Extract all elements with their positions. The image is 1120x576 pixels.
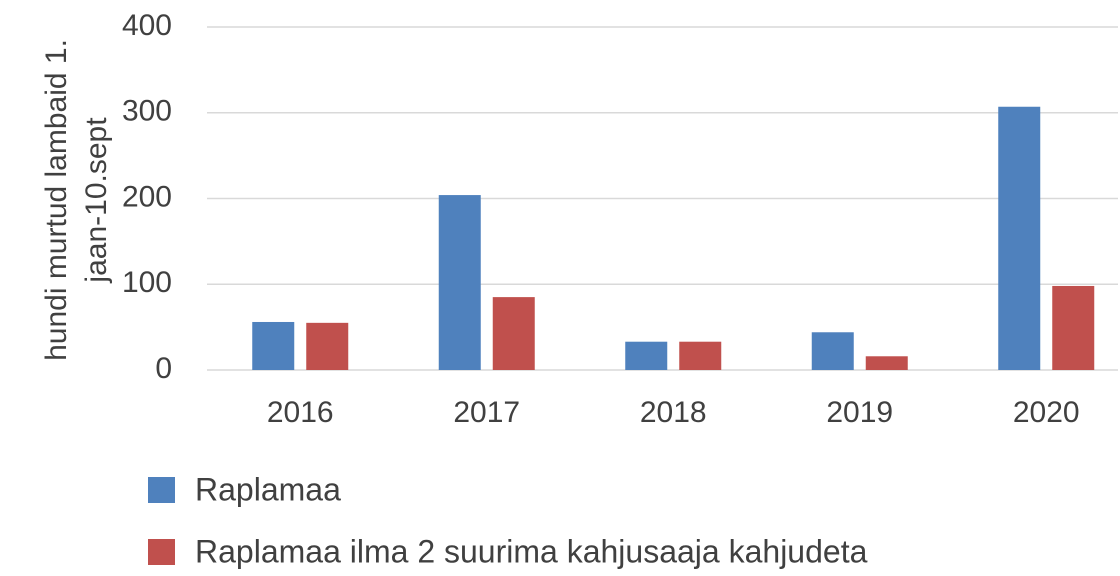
legend-label: Raplamaa [195, 471, 341, 507]
x-tick-label: 2019 [826, 396, 893, 429]
bar [492, 297, 535, 370]
bar [811, 332, 854, 370]
y-axis-label: hundi murtud lambaid 1. [40, 39, 73, 361]
x-tick-label: 2016 [267, 396, 334, 429]
y-tick-label: 400 [122, 9, 172, 42]
y-tick-label: 200 [122, 180, 172, 213]
y-tick-label: 300 [122, 95, 172, 128]
legend-label: Raplamaa ilma 2 suurima kahjusaaja kahju… [195, 533, 868, 569]
y-axis-label: jaan-10.sept [80, 117, 113, 284]
x-tick-label: 2018 [640, 396, 707, 429]
bar [1052, 285, 1095, 370]
bar [865, 356, 908, 370]
bar [252, 321, 295, 370]
y-tick-label: 100 [122, 266, 172, 299]
bar [625, 341, 668, 370]
bar [438, 195, 481, 370]
bar [998, 106, 1041, 370]
y-tick-label: 0 [155, 352, 172, 385]
bar [306, 322, 349, 370]
x-tick-label: 2017 [453, 396, 520, 429]
x-tick-label: 2020 [1013, 396, 1080, 429]
legend-swatch [148, 539, 175, 565]
legend-swatch [148, 477, 175, 503]
bar [679, 341, 722, 370]
